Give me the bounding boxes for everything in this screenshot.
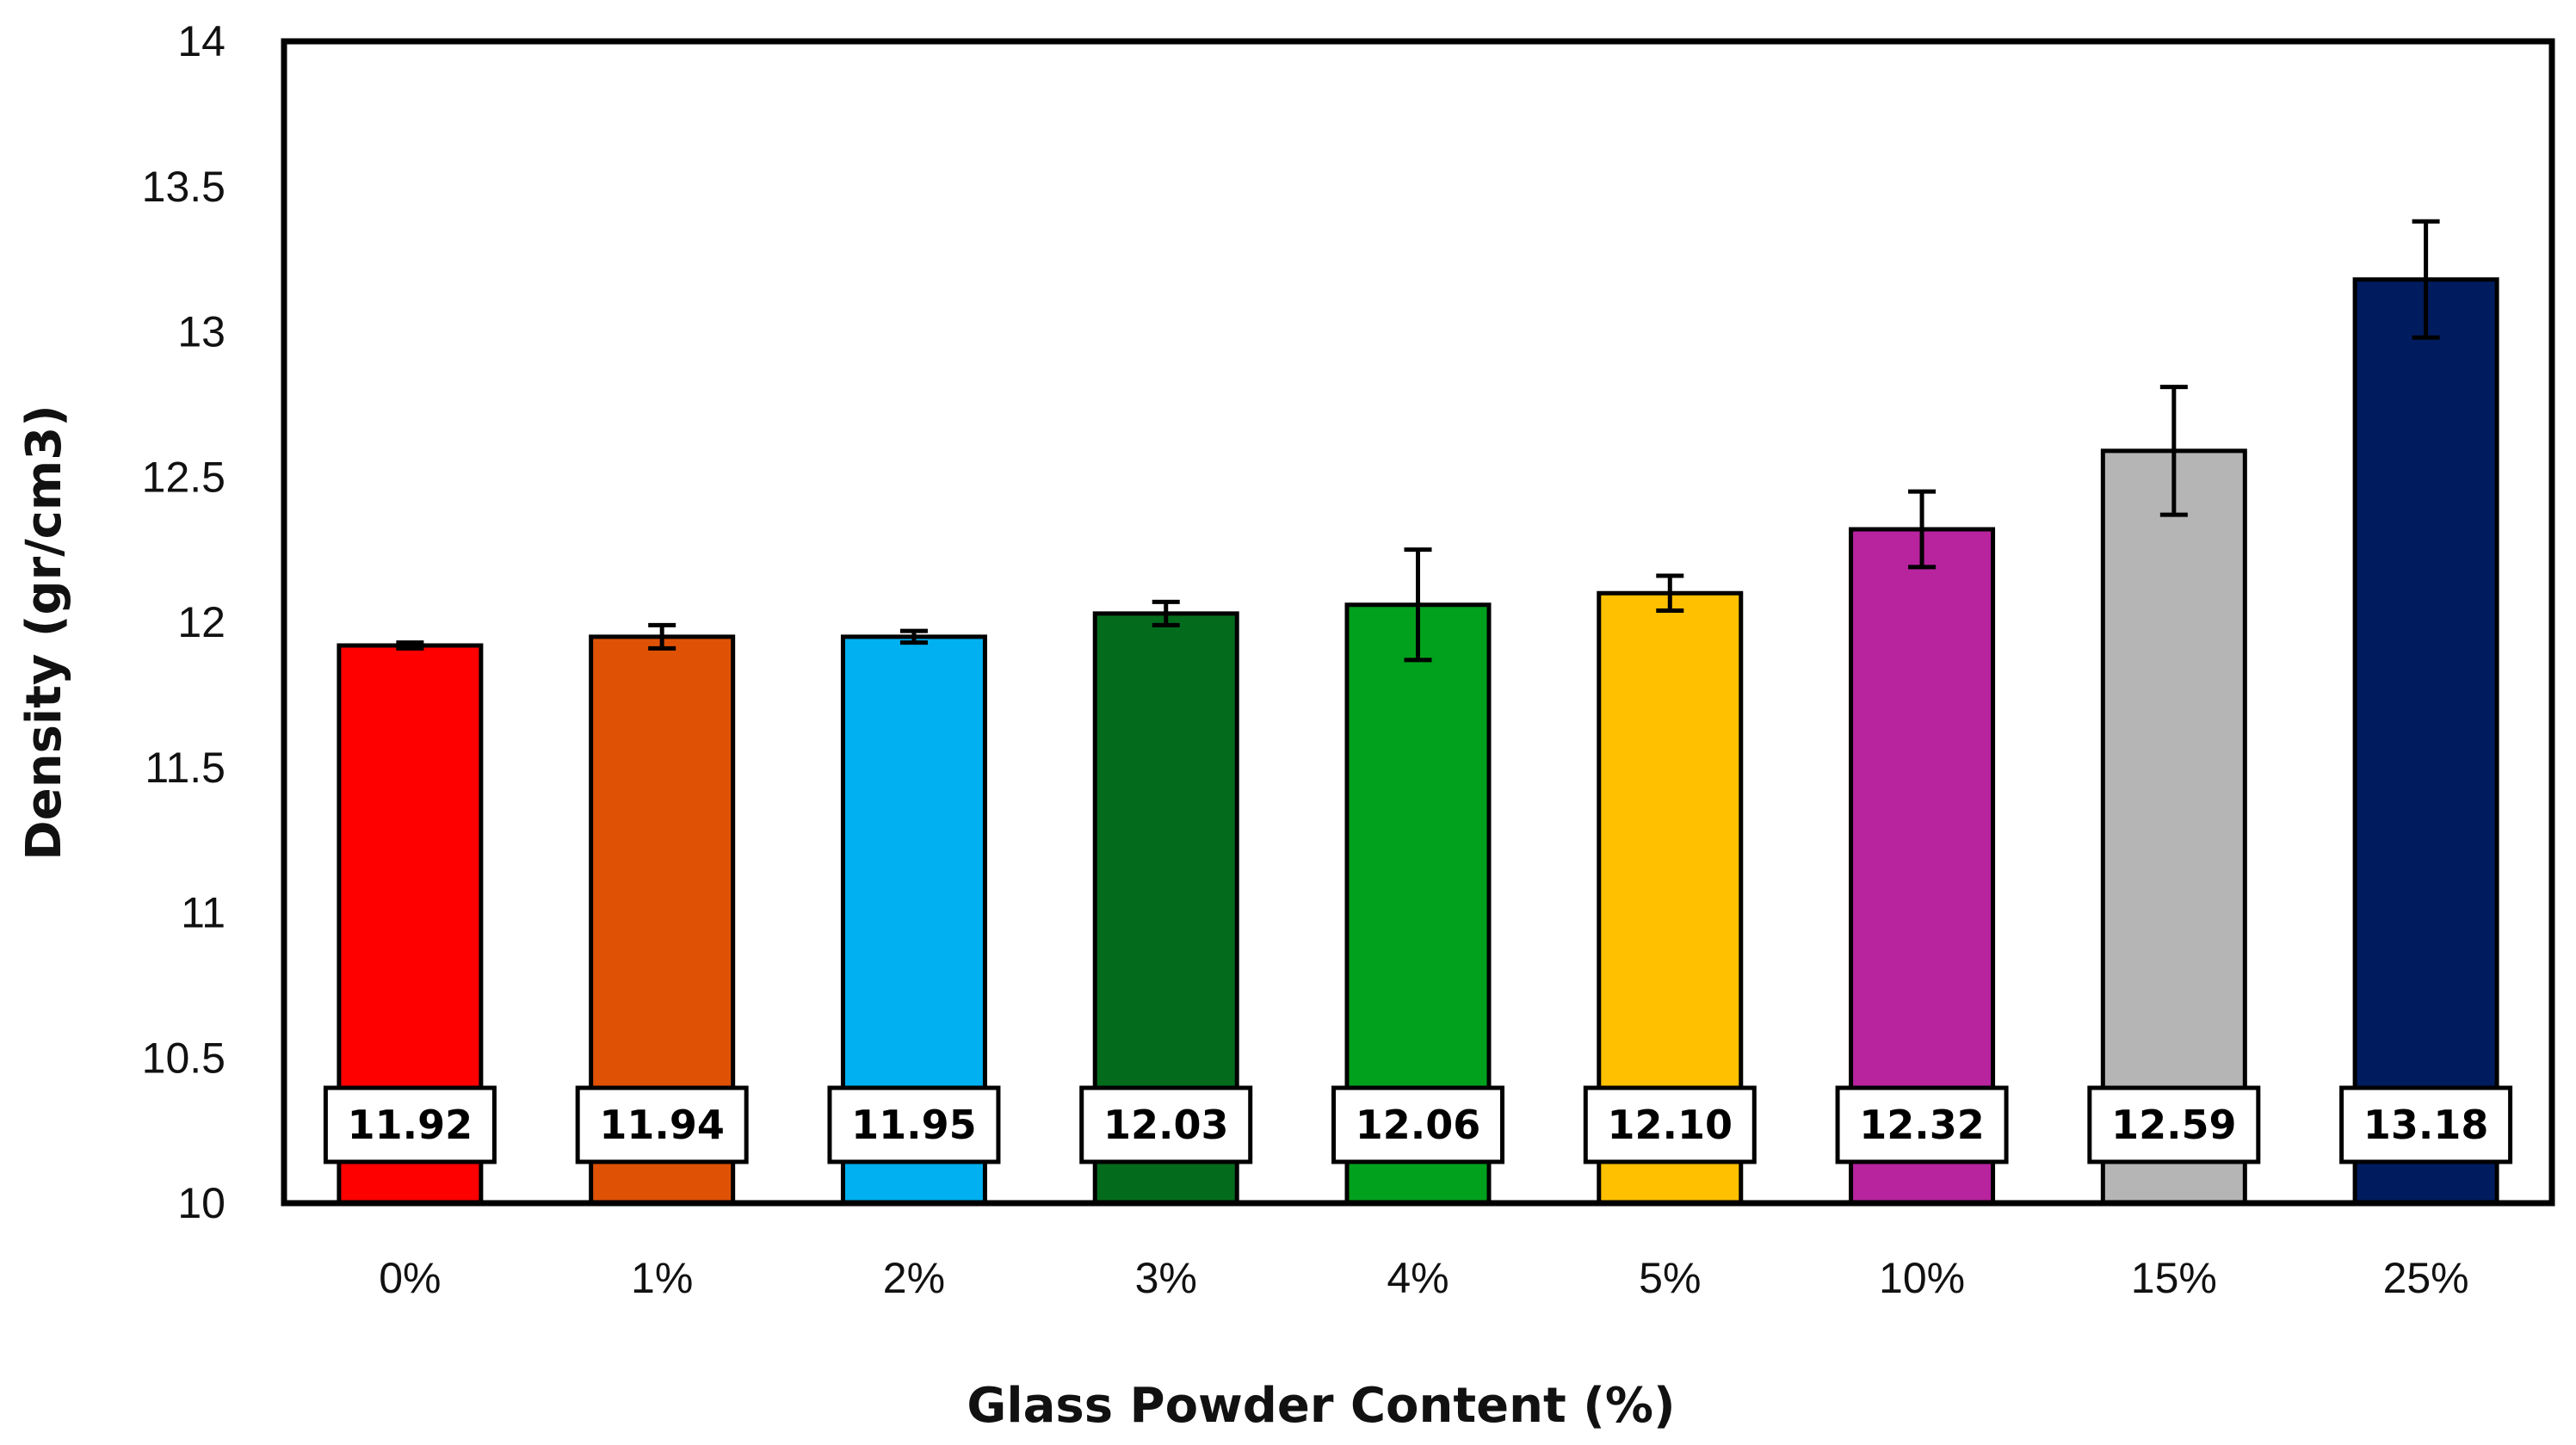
error-bars-layer <box>396 219 2440 663</box>
data-label: 11.95 <box>851 1102 977 1148</box>
error-bar <box>2159 385 2188 517</box>
error-bar <box>899 628 928 645</box>
y-tick-label: 11 <box>181 889 225 937</box>
data-label-box <box>1835 1085 2009 1164</box>
x-tick-label: 1% <box>631 1254 693 1302</box>
data-label: 11.92 <box>348 1102 473 1148</box>
y-tick-label: 13 <box>177 308 225 356</box>
error-bar <box>2412 219 2440 340</box>
data-labels-layer: 11.92 11.94 11.95 12.03 12.06 12.10 12.32 12.59… <box>323 1085 2513 1164</box>
y-tick-label: 14 <box>177 17 225 65</box>
data-label-box <box>1079 1085 1253 1164</box>
error-bar <box>648 622 676 651</box>
x-tick-label: 5% <box>1639 1254 1701 1302</box>
x-axis-title: Glass Powder Content (%) <box>967 1378 1675 1434</box>
data-label-box <box>575 1085 749 1164</box>
y-tick-label: 12 <box>177 598 225 646</box>
x-tick-label: 25% <box>2383 1254 2469 1302</box>
data-label: 12.32 <box>1859 1102 1985 1148</box>
data-label: 12.10 <box>1608 1102 1733 1148</box>
error-bar <box>1908 489 1937 570</box>
data-label: 12.03 <box>1103 1102 1229 1148</box>
x-tick-label: 3% <box>1135 1254 1197 1302</box>
y-tick-label: 12.5 <box>142 453 225 501</box>
error-bar <box>1656 573 1684 613</box>
data-label-box <box>2087 1085 2261 1164</box>
error-bar <box>1404 547 1432 663</box>
plot-frame <box>281 38 2555 1207</box>
y-tick-label: 13.5 <box>142 163 225 211</box>
error-bar <box>396 640 424 651</box>
data-label: 11.94 <box>599 1102 725 1148</box>
data-label-box <box>1331 1085 1504 1164</box>
x-tick-label: 0% <box>379 1254 441 1302</box>
y-tick-label: 11.5 <box>145 744 225 792</box>
x-tick-label: 2% <box>883 1254 945 1302</box>
data-label-box <box>827 1085 1001 1164</box>
data-label: 13.18 <box>2363 1102 2489 1148</box>
x-tick-label: 15% <box>2131 1254 2217 1302</box>
data-label: 12.59 <box>2111 1102 2237 1148</box>
x-tick-label: 4% <box>1387 1254 1449 1302</box>
y-axis-title: Density (gr/cm3) <box>16 404 72 860</box>
bar <box>2352 277 2499 1206</box>
x-tick-label: 10% <box>1879 1254 1965 1302</box>
y-tick-label: 10 <box>177 1179 225 1227</box>
error-bar <box>1152 599 1180 627</box>
tick-labels-layer: 10 10.5 11 11.5 12 12.5 13 13.5 14 0% 1% 2% 3% 4% 5% 10… <box>142 17 2469 1302</box>
y-tick-label: 10.5 <box>142 1034 225 1082</box>
data-label: 12.06 <box>1356 1102 1481 1148</box>
data-label-box <box>2339 1085 2513 1164</box>
data-label-box <box>1583 1085 1757 1164</box>
data-label-box <box>323 1085 497 1164</box>
bar <box>2100 448 2247 1206</box>
